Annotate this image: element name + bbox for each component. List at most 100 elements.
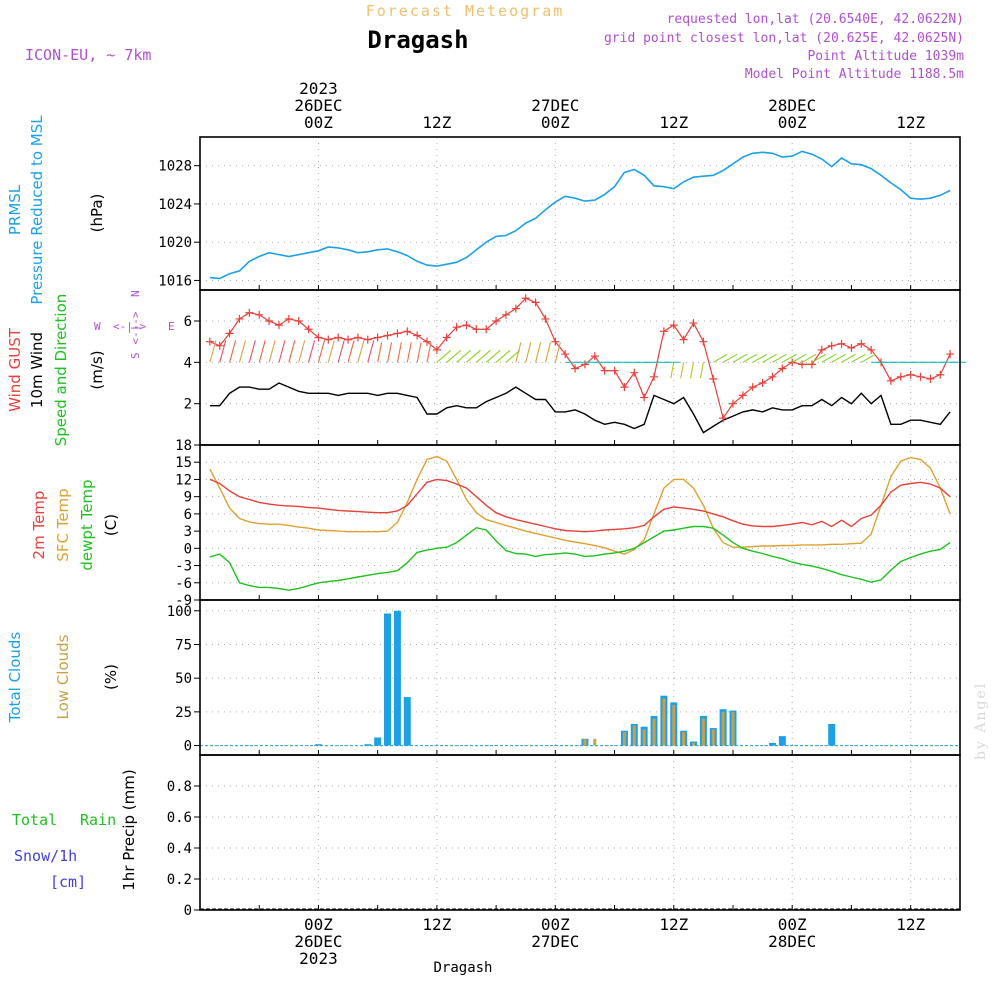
y-tick-label: -6	[175, 576, 192, 592]
y-tick-label: 4	[184, 355, 192, 371]
low-cloud-bar	[721, 711, 725, 746]
gust-marker	[699, 337, 708, 346]
compass-ns-arrows: <-|->	[129, 311, 142, 344]
y-tick-label: -9	[175, 593, 192, 609]
requested-coords: requested lon,lat (20.6540E, 42.0622N)	[667, 12, 964, 27]
time-label: 2023	[299, 79, 338, 98]
y-tick-label: 0	[184, 541, 192, 557]
panels: 1016 1020 1024 1028 PRMSL Pressure Reduced to…	[6, 115, 967, 919]
y-tick-label: 15	[175, 455, 192, 471]
gust-marker	[413, 331, 422, 340]
compass-west: W	[94, 320, 101, 333]
supertitle: Forecast Meteogram	[366, 2, 565, 20]
gust-marker	[432, 345, 441, 354]
time-label: 27DEC	[531, 96, 579, 115]
wind-direction-arrow	[229, 340, 237, 363]
gust-marker	[590, 352, 599, 361]
time-label: 28DEC	[768, 96, 816, 115]
compass-rose: W <-|-> E N <-|-> S	[94, 290, 175, 359]
panel-border-clouds	[199, 599, 961, 756]
total-cloud-bar	[768, 742, 776, 746]
gust-marker	[353, 333, 362, 342]
gust-marker	[482, 325, 491, 334]
y-tick-label: -3	[175, 559, 192, 575]
y-tick-label: 1028	[158, 159, 192, 175]
wind-direction-arrow	[811, 353, 827, 363]
time-label: 00Z	[304, 113, 333, 132]
gust-marker	[373, 333, 382, 342]
wind-direction-arrow	[327, 340, 335, 363]
gust-marker	[571, 364, 580, 373]
time-label: 12Z	[659, 915, 688, 934]
gust-marker	[383, 331, 392, 340]
gust-marker	[778, 364, 787, 373]
gust-marker	[462, 321, 471, 330]
panel-clouds: 0 25 50 75 100 Total Clouds Low Clouds (%)	[6, 600, 960, 755]
wind-direction-arrow	[699, 362, 704, 379]
point-altitude: Point Altitude 1039m	[807, 49, 964, 64]
gust-marker	[393, 329, 402, 338]
gust-marker	[284, 314, 293, 323]
wind-direction-arrow	[308, 340, 316, 363]
t2m-line	[209, 478, 951, 533]
low-clouds-label: Low Clouds	[54, 634, 72, 719]
gust-marker	[650, 372, 659, 381]
gust-marker	[344, 335, 353, 344]
precip-snow-label: Snow/1h	[14, 847, 77, 865]
y-tick-label: 0.4	[167, 841, 192, 857]
y-tick-label: 1016	[158, 273, 192, 289]
gust-marker	[817, 345, 826, 354]
gust-marker	[561, 350, 570, 359]
gust-marker	[501, 310, 510, 319]
credit-watermark: by Angel	[973, 682, 989, 760]
panel-border-wind	[199, 289, 961, 446]
gust-marker	[689, 319, 698, 328]
wind-direction-arrow	[416, 342, 422, 363]
total-cloud-bar	[778, 736, 786, 746]
wind-direction-arrow	[288, 340, 296, 363]
low-cloud-bar	[701, 718, 705, 746]
gust-marker	[551, 337, 560, 346]
station-title: Dragash	[367, 26, 468, 54]
gust-marker	[423, 337, 432, 346]
gust-marker	[896, 372, 905, 381]
wind-direction-arrow	[219, 340, 227, 363]
pressure-label-short: PRMSL	[6, 184, 24, 235]
gust-marker	[926, 374, 935, 383]
y-tick-label: 0.8	[167, 779, 192, 795]
wind-direction-arrow	[689, 362, 695, 379]
pressure-label-long: Pressure Reduced to MSL	[28, 115, 46, 305]
grid-point-coords: grid point closest lon,lat (20.625E, 42.…	[604, 31, 964, 46]
wind-direction-arrow	[791, 353, 807, 363]
time-label: 12Z	[422, 113, 451, 132]
wind-direction-arrow	[544, 342, 551, 363]
temp-unit: (C)	[102, 514, 120, 536]
wind-direction-arrow	[772, 353, 787, 363]
sfc-temp-line	[209, 455, 951, 555]
total-clouds-label: Total Clouds	[6, 632, 24, 724]
gust-marker	[452, 323, 461, 332]
low-cloud-bar	[692, 742, 696, 746]
gust-marker	[936, 370, 945, 379]
low-cloud-bar	[672, 705, 676, 746]
gust-marker	[225, 329, 234, 338]
gust-marker	[245, 308, 254, 317]
gust-marker	[255, 310, 264, 319]
gust-marker	[728, 399, 737, 408]
low-cloud-bar	[583, 738, 587, 746]
time-label: 26DEC	[294, 96, 342, 115]
gust-marker	[857, 339, 866, 348]
wind-direction-arrow	[268, 340, 276, 363]
gust-marker	[748, 383, 757, 392]
pressure-line	[209, 150, 951, 280]
wind-direction-arrow	[209, 340, 217, 363]
wind-direction-arrow	[712, 353, 728, 363]
gust-marker	[492, 317, 501, 325]
wind-direction-arrow	[347, 340, 355, 363]
y-tick-label: 6	[184, 314, 192, 330]
gust-marker	[314, 333, 323, 342]
wind-direction-arrow	[554, 342, 561, 363]
